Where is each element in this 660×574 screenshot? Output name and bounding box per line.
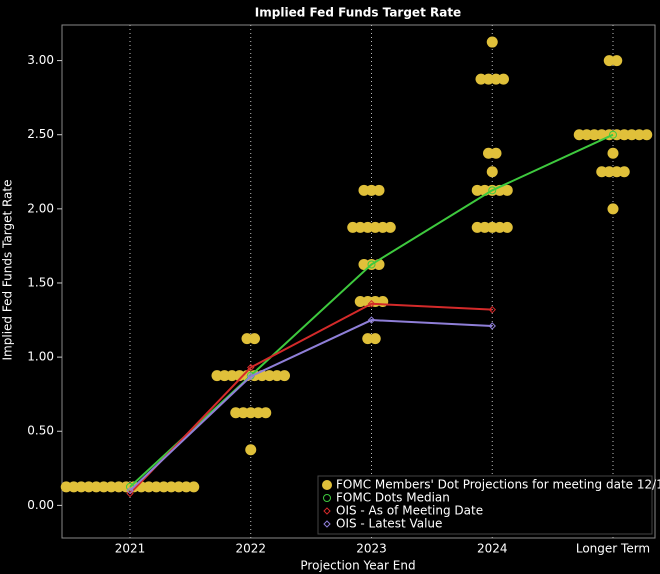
x-tick-label: 2024 (477, 542, 508, 556)
legend-label: OIS - As of Meeting Date (336, 504, 483, 518)
median-marker (488, 186, 497, 195)
ois-marker (126, 486, 134, 495)
fomc-dot (188, 481, 200, 493)
series-line (129, 133, 614, 488)
fomc-dot (486, 166, 498, 178)
x-axis-label: Projection Year End (300, 559, 415, 573)
x-tick-label: Longer Term (576, 542, 650, 556)
fomc-dot (611, 55, 623, 67)
y-tick-label: 2.50 (27, 127, 54, 141)
fomc-dot (618, 166, 630, 178)
fomc-dot (260, 407, 272, 419)
y-tick-label: 1.50 (27, 275, 54, 289)
ois-marker (247, 372, 255, 381)
legend-label: OIS - Latest Value (336, 517, 442, 531)
chart-title: Implied Fed Funds Target Rate (255, 6, 461, 20)
legend-marker (323, 494, 331, 502)
ois-marker (247, 363, 255, 372)
fomc-dot (245, 444, 257, 456)
fomc-dot (641, 129, 653, 141)
x-tick-label: 2022 (235, 542, 266, 556)
y-tick-label: 0.00 (27, 498, 54, 512)
ois-marker (126, 489, 134, 498)
legend-marker (322, 480, 332, 490)
legend-label: FOMC Dots Median (336, 491, 450, 505)
ois-marker (367, 316, 376, 324)
y-tick-label: 1.00 (27, 350, 54, 364)
fomc-dot (607, 147, 619, 159)
ois-marker (367, 300, 376, 308)
median-marker (609, 130, 617, 139)
fomc-dot (486, 36, 498, 48)
y-tick-label: 0.50 (27, 424, 54, 438)
series-line (129, 319, 493, 492)
ois-marker (488, 322, 496, 330)
fomc-dot (249, 333, 260, 345)
y-axis-label: Implied Fed Funds Target Rate (1, 180, 15, 361)
legend-box (317, 475, 653, 535)
plot-frame (61, 24, 656, 539)
fomc-dot (373, 184, 385, 196)
fomc-dot (490, 147, 502, 159)
legend-marker (323, 520, 331, 528)
fomc-dot (501, 221, 513, 233)
legend-label: FOMC Members' Dot Projections for meetin… (336, 478, 660, 492)
fomc-dot (498, 73, 509, 85)
y-tick-label: 2.00 (27, 201, 54, 215)
fomc-dot (501, 184, 513, 196)
ois-marker (488, 305, 496, 314)
series-line (129, 302, 493, 495)
fomc-dot (369, 333, 381, 345)
x-tick-label: 2021 (115, 542, 146, 556)
legend-marker (323, 507, 331, 515)
fomc-dot (607, 203, 619, 215)
fomc-dot (279, 370, 290, 382)
y-tick-label: 3.00 (27, 53, 54, 67)
x-tick-label: 2023 (356, 542, 387, 556)
median-marker (367, 260, 376, 269)
fomc-dot (384, 221, 396, 233)
